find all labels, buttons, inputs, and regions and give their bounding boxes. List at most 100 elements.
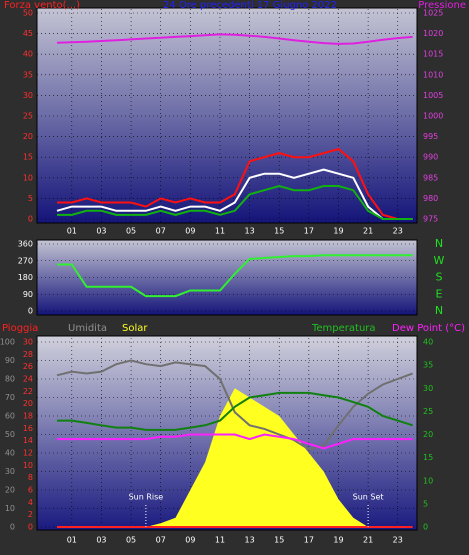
y-tick-label: 90 (23, 290, 33, 299)
y2-tick-label: 30 (423, 384, 433, 393)
line (56, 33, 413, 45)
x-tick-label: 17 (304, 536, 314, 545)
y-tick-label: 0 (10, 523, 15, 532)
x-tick-label: 01 (67, 227, 77, 236)
y2-tick-label: 995 (423, 132, 438, 141)
y-tick-label: 60 (5, 412, 15, 421)
y-tick-label: 80 (5, 375, 15, 384)
y-label: Forza vento(...) (4, 0, 80, 11)
line (57, 391, 413, 431)
x-tick-label: 21 (363, 227, 373, 236)
x-tick-label: 03 (96, 227, 106, 236)
y2-label: Pressione (418, 0, 466, 11)
y3-tick-label: 24 (23, 375, 33, 384)
x-tick-label: 01 (67, 536, 77, 545)
y2-tick-label: 10 (423, 476, 433, 485)
y2-tick-label: 40 (423, 338, 433, 347)
x-tick-label: 13 (244, 227, 254, 236)
x-tick-label: 21 (363, 536, 373, 545)
x-tick-label: 03 (96, 536, 106, 545)
x-tick-label: 11 (215, 227, 225, 236)
x-tick-label: 07 (156, 227, 166, 236)
y3-tick-label: 22 (23, 387, 33, 396)
y2-tick-label: S (436, 271, 443, 284)
series-label: Pioggia (2, 323, 38, 334)
y-tick-label: 35 (23, 70, 33, 79)
y2-tick-label: 1015 (423, 50, 443, 59)
y-tick-label: 5 (28, 194, 33, 203)
series-label: Umidita (68, 323, 107, 334)
y-tick-label: 100 (0, 338, 15, 347)
line (57, 254, 413, 298)
y-tick-label: 30 (5, 467, 15, 476)
y-tick-label: 25 (23, 112, 33, 121)
y2-tick-label: N (435, 237, 443, 250)
y-tick-label: 40 (23, 50, 33, 59)
x-tick-label: 17 (304, 227, 314, 236)
x-tick-label: 15 (274, 536, 284, 545)
y2-tick-label: 980 (423, 194, 438, 203)
y2-tick-label: E (436, 287, 443, 300)
annotation: Sun Set (353, 493, 384, 502)
y-tick-label: 360 (18, 240, 33, 249)
y2-tick-label: 1000 (423, 112, 443, 121)
y-tick-label: 30 (23, 91, 33, 100)
x-tick-label: 15 (274, 227, 284, 236)
series-label: Temperatura (311, 323, 376, 334)
line (57, 433, 413, 450)
y2-tick-label: 35 (423, 361, 433, 370)
y2-tick-label: 25 (423, 407, 433, 416)
y2-tick-label: 20 (423, 430, 433, 439)
y-tick-label: 90 (5, 356, 15, 365)
y-tick-label: 40 (5, 449, 15, 458)
y3-tick-label: 20 (23, 399, 33, 408)
y3-tick-label: 30 (23, 338, 33, 347)
y3-tick-label: 28 (23, 350, 33, 359)
x-tick-label: 09 (185, 227, 195, 236)
x-tick-label: 19 (333, 536, 343, 545)
y-tick-label: 50 (23, 9, 33, 18)
y2-tick-label: 15 (423, 453, 433, 462)
y2-tick-label: W (434, 254, 445, 267)
y3-tick-label: 12 (23, 449, 33, 458)
y3-tick-label: 18 (23, 412, 33, 421)
y2-tick-label: 0 (423, 523, 428, 532)
x-tick-label: 05 (126, 227, 136, 236)
x-tick-label: 23 (393, 536, 403, 545)
y-tick-label: 15 (23, 153, 33, 162)
x-tick-label: 09 (185, 536, 195, 545)
y3-tick-label: 16 (23, 424, 33, 433)
y2-tick-label: 1025 (423, 9, 443, 18)
y-tick-label: 180 (18, 273, 33, 282)
line (56, 359, 413, 451)
y3-tick-label: 2 (28, 510, 33, 519)
y3-tick-label: 14 (23, 436, 33, 445)
x-tick-label: 23 (393, 227, 403, 236)
y-tick-label: 0 (28, 307, 33, 316)
y-tick-label: 45 (23, 29, 33, 38)
y3-tick-label: 6 (28, 486, 33, 495)
x-tick-label: 19 (333, 227, 343, 236)
y2-tick-label: 1020 (423, 29, 443, 38)
annotation: Sun Rise (129, 493, 164, 502)
y2-tick-label: 1010 (423, 70, 443, 79)
y3-tick-label: 10 (23, 461, 33, 470)
y-tick-label: 10 (5, 504, 15, 513)
line (57, 184, 413, 220)
y2-tick-label: 985 (423, 173, 438, 182)
y-tick-label: 0 (28, 215, 33, 224)
y3-tick-label: 26 (23, 362, 33, 371)
y3-tick-label: 0 (28, 523, 33, 532)
y-tick-label: 50 (5, 430, 15, 439)
series-label: Dew Point (°C) (392, 323, 465, 334)
y-tick-label: 70 (5, 393, 15, 402)
y2-tick-label: 990 (423, 153, 438, 162)
x-tick-label: 11 (215, 536, 225, 545)
x-tick-label: 05 (126, 536, 136, 545)
y-tick-label: 270 (18, 256, 33, 265)
x-tick-label: 13 (244, 536, 254, 545)
area (57, 388, 413, 527)
y2-tick-label: N (435, 304, 443, 317)
series-label: Solar (122, 323, 148, 334)
